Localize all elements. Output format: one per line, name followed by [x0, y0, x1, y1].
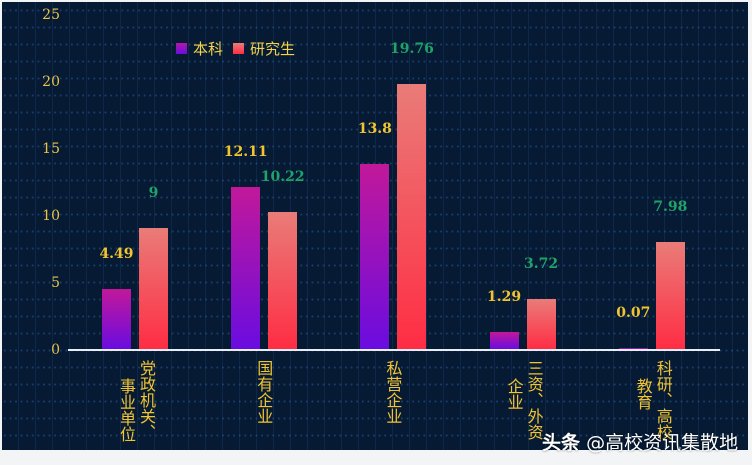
legend-item-benke[interactable]: 本科: [176, 38, 223, 59]
value-label: 10.22: [260, 169, 305, 186]
value-label: 3.72: [524, 256, 559, 273]
category-label-column: 科研、高校: [653, 360, 673, 440]
category-label: 私营企业: [383, 360, 403, 424]
watermark: 头条 @高校资讯集散地: [542, 428, 738, 455]
category-label-column: 事业单位: [117, 378, 136, 442]
category-label-column: 三资、外资: [524, 360, 544, 440]
watermark-handle: @高校资讯集散地: [586, 432, 739, 454]
value-label: 7.98: [653, 199, 688, 216]
category-label-column: 企业: [504, 378, 524, 410]
y-tick-label: 25: [42, 7, 60, 23]
bar-yanjiusheng[interactable]: [268, 212, 298, 349]
bar-yanjiusheng[interactable]: [397, 84, 427, 349]
category-label: 三资、外资 企业: [504, 360, 544, 440]
y-tick-label: 10: [42, 208, 60, 224]
legend-swatch-benke: [176, 43, 187, 54]
legend: 本科 研究生: [176, 38, 299, 59]
bar-benke[interactable]: [231, 186, 261, 349]
legend-item-yanjiusheng[interactable]: 研究生: [233, 38, 295, 59]
y-tick-label: 20: [42, 74, 60, 90]
category-label-column: 私营企业: [383, 360, 403, 424]
value-label: 12.11: [223, 143, 268, 160]
y-tick-label: 15: [42, 141, 60, 157]
category-label: 国有企业: [254, 360, 274, 424]
chart-panel: 0 5 10 15 20 25 本科 研究生 4.49 9 12.11 10.22 13.8 19.…: [2, 2, 748, 450]
category-label: 科研、高校 教育: [633, 360, 673, 440]
bar-benke[interactable]: [360, 164, 390, 349]
value-label: 19.76: [389, 41, 434, 58]
value-label: 13.8: [357, 121, 392, 138]
watermark-brand: 头条: [542, 432, 581, 454]
bar-benke[interactable]: [102, 288, 131, 349]
value-label: 9: [148, 185, 159, 202]
value-label: 1.29: [487, 288, 522, 305]
bar-yanjiusheng[interactable]: [655, 242, 685, 349]
x-axis-line: [68, 349, 720, 351]
y-tick-label: 0: [51, 342, 60, 358]
y-tick-label: 5: [51, 275, 60, 291]
legend-swatch-yanjiusheng: [233, 43, 245, 54]
value-label: 0.07: [616, 305, 651, 322]
bar-yanjiusheng[interactable]: [526, 299, 556, 349]
bar-benke[interactable]: [618, 347, 648, 349]
category-label-column: 教育: [633, 378, 653, 410]
legend-label-yanjiusheng: 研究生: [250, 40, 296, 58]
category-label: 党政机关、 事业单位: [117, 360, 156, 442]
value-label: 4.49: [99, 245, 134, 262]
bar-yanjiusheng[interactable]: [139, 228, 168, 349]
legend-label-benke: 本科: [193, 40, 224, 58]
bar-benke[interactable]: [489, 331, 519, 349]
category-label-column: 党政机关、: [137, 360, 156, 440]
category-label-column: 国有企业: [254, 360, 274, 424]
